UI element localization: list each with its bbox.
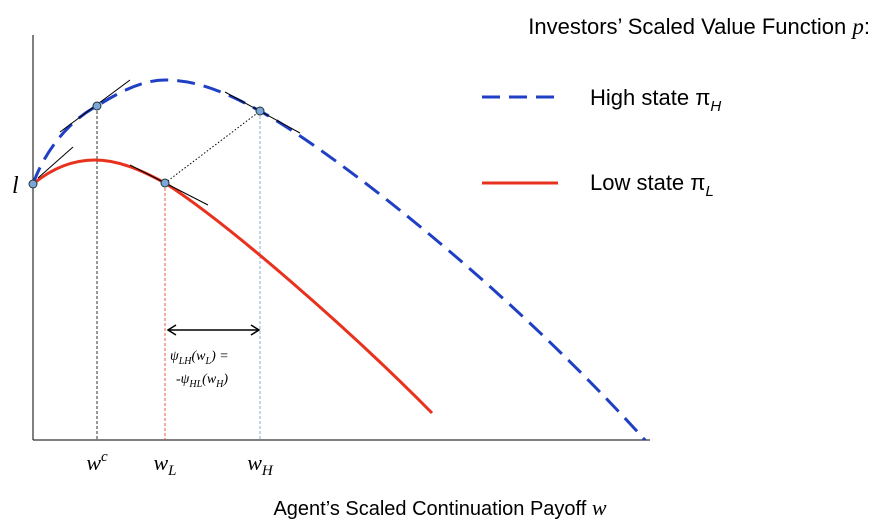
- point: [92, 101, 102, 111]
- title: Investors’ Scaled Value Function p:: [528, 14, 870, 39]
- ann: ψ: [170, 349, 179, 364]
- ann-sub: L: [205, 356, 212, 367]
- x-label-symbol: w: [592, 495, 607, 520]
- marker-sub: L: [167, 463, 176, 479]
- legend-entry: Low state πL: [590, 170, 714, 200]
- jump-line: [164, 110, 261, 184]
- legend-entry: High state πH: [590, 85, 721, 115]
- ann-sub: LH: [178, 356, 193, 367]
- ann-sub: HL: [188, 379, 202, 390]
- ann: ) =: [210, 349, 229, 364]
- marker-sup: c: [101, 449, 108, 465]
- y-label: l: [12, 173, 19, 199]
- title-text: Investors’ Scaled Value Function: [528, 14, 846, 39]
- annotation: -ψHL(wH): [176, 372, 228, 390]
- x-marker: wc: [86, 449, 108, 475]
- legend-label: Low state: [590, 170, 684, 195]
- x-marker: wL: [153, 450, 176, 479]
- x-axis-label: Agent’s Scaled Continuation Payoff w: [273, 495, 606, 520]
- ann: ): [222, 372, 228, 387]
- marker-symbol: w: [153, 450, 168, 475]
- legend-symbol: π: [690, 170, 705, 195]
- title-suffix: :: [864, 14, 870, 39]
- marker-sub: H: [261, 463, 274, 479]
- ann: (w: [202, 372, 217, 387]
- point: [160, 178, 170, 188]
- legend-sub: H: [710, 98, 721, 115]
- marker-symbol: w: [86, 450, 101, 475]
- marker-symbol: w: [247, 450, 262, 475]
- point: [28, 179, 38, 189]
- high-state-curve: [31, 78, 647, 442]
- x-marker: wH: [247, 450, 274, 479]
- ann: -ψ: [176, 372, 190, 387]
- x-label-text: Agent’s Scaled Continuation Payoff: [273, 498, 586, 520]
- ann-sub: H: [215, 379, 224, 390]
- legend-label: High state: [590, 85, 689, 110]
- point: [255, 106, 265, 116]
- legend-symbol: π: [695, 85, 710, 110]
- title-symbol: p: [850, 14, 864, 39]
- legend-sub: L: [705, 183, 713, 200]
- ann: (w: [192, 349, 207, 364]
- double-arrow: [166, 324, 261, 336]
- low-state-curve: [32, 158, 434, 415]
- tangent: [37, 146, 74, 179]
- annotation: ψLH(wL) =: [170, 349, 229, 367]
